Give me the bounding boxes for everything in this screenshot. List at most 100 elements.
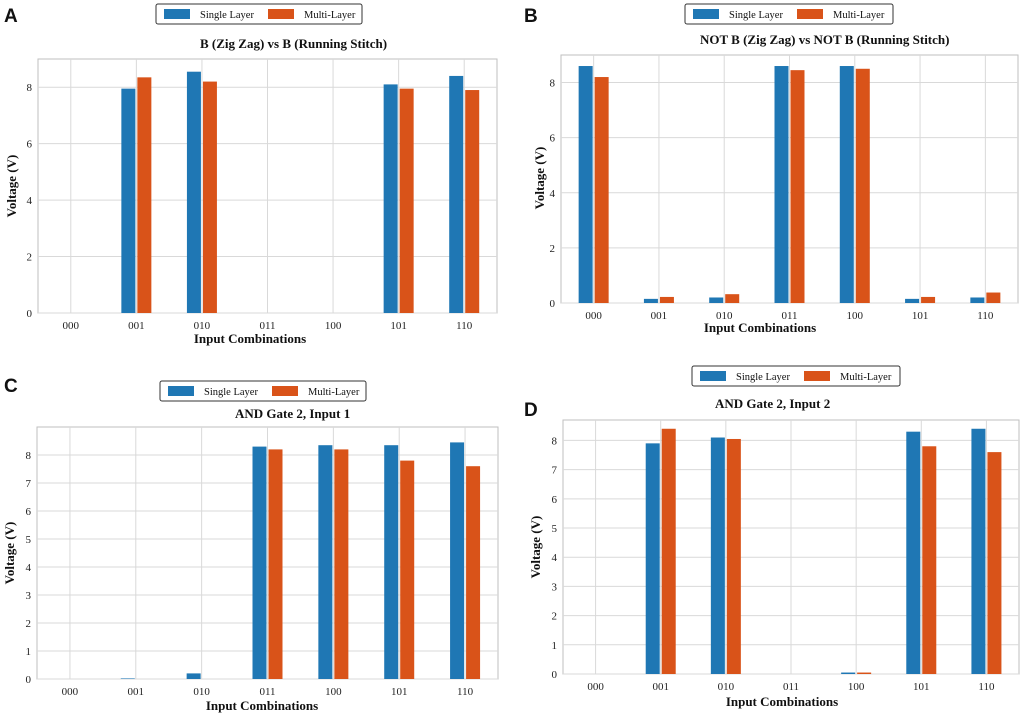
legend-box — [691, 365, 901, 387]
x-tick-label: 010 — [716, 310, 733, 322]
x-tick-label: 101 — [913, 681, 930, 693]
x-tick-label: 010 — [193, 686, 210, 698]
x-tick-label: 011 — [259, 320, 275, 332]
bar-single-layer-001 — [645, 443, 660, 674]
x-tick-label: 001 — [651, 310, 668, 322]
bar-multi-layer-110 — [986, 292, 1001, 303]
bar-multi-layer-101 — [399, 88, 414, 313]
legend-box — [684, 3, 894, 25]
bar-single-layer-110 — [450, 442, 465, 679]
x-axis-label: Input Combinations — [194, 331, 306, 346]
x-tick-label: 110 — [456, 320, 473, 332]
chart-panel-c: C Single Layer Multi-Layer AND Gate 2, Inpu… — [2, 376, 499, 713]
chart-title: AND Gate 2, Input 2 — [715, 396, 830, 411]
y-tick-label: 8 — [26, 450, 32, 462]
x-tick-label: 101 — [391, 686, 408, 698]
bar-multi-layer-101 — [921, 296, 936, 303]
bar-single-layer-011 — [774, 66, 789, 304]
panel-letter: C — [4, 376, 18, 397]
x-tick-label: 001 — [128, 686, 145, 698]
bar-single-layer-010 — [710, 437, 725, 674]
chart-title: AND Gate 2, Input 1 — [235, 406, 350, 421]
legend-swatch-multi-layer — [272, 386, 298, 396]
y-tick-label: 6 — [550, 133, 556, 145]
y-tick-label: 5 — [26, 534, 32, 546]
chart-panel-b: B Single Layer Multi-Layer NOT B (Zig Zag) … — [524, 3, 1019, 335]
legend-swatch-multi-layer — [797, 9, 823, 19]
y-tick-label: 1 — [552, 640, 558, 652]
y-tick-label: 2 — [550, 243, 556, 255]
y-axis-label: Voltage (V) — [528, 516, 543, 579]
y-tick-label: 5 — [552, 523, 558, 535]
y-tick-label: 8 — [550, 78, 556, 90]
x-tick-label: 100 — [325, 686, 342, 698]
chart-title: B (Zig Zag) vs B (Running Stitch) — [200, 36, 387, 51]
bar-multi-layer-101 — [400, 460, 415, 679]
x-tick-label: 101 — [912, 310, 929, 322]
legend-swatch-multi-layer — [804, 371, 830, 381]
x-tick-label: 101 — [390, 320, 407, 332]
bar-single-layer-000 — [578, 66, 593, 304]
x-tick-label: 110 — [977, 310, 994, 322]
bar-multi-layer-100 — [855, 68, 870, 304]
bar-single-layer-010 — [186, 673, 201, 679]
bar-multi-layer-101 — [922, 446, 937, 674]
y-tick-label: 7 — [552, 465, 558, 477]
bar-multi-layer-000 — [594, 77, 609, 304]
bar-multi-layer-110 — [466, 466, 481, 679]
x-tick-label: 100 — [848, 681, 865, 693]
bar-multi-layer-001 — [659, 296, 674, 303]
legend-swatch-single-layer — [168, 386, 194, 396]
bar-single-layer-100 — [839, 66, 854, 304]
x-tick-label: 011 — [783, 681, 799, 693]
bar-multi-layer-010 — [202, 81, 217, 313]
bar-multi-layer-011 — [790, 70, 805, 304]
chart-panel-d: D Single Layer Multi-Layer AND Gate 2, Inpu… — [524, 365, 1020, 709]
bar-multi-layer-010 — [726, 438, 741, 674]
y-tick-label: 6 — [552, 494, 558, 506]
x-tick-label: 100 — [847, 310, 864, 322]
x-tick-label: 110 — [978, 681, 995, 693]
bar-single-layer-110 — [971, 428, 986, 674]
legend-label: Single Layer — [729, 10, 783, 21]
panel-letter: B — [524, 6, 538, 27]
y-tick-label: 6 — [27, 139, 33, 151]
x-tick-label: 010 — [194, 320, 211, 332]
y-tick-label: 4 — [27, 195, 33, 207]
bar-single-layer-101 — [905, 298, 920, 303]
y-tick-label: 6 — [26, 506, 32, 518]
x-tick-label: 001 — [128, 320, 145, 332]
panel-letter: A — [4, 6, 18, 27]
bar-single-layer-101 — [384, 445, 399, 679]
bar-multi-layer-100 — [334, 449, 349, 679]
legend-swatch-single-layer — [693, 9, 719, 19]
x-tick-label: 000 — [63, 320, 80, 332]
y-tick-label: 0 — [550, 298, 556, 310]
y-axis-label: Voltage (V) — [2, 522, 17, 585]
bar-single-layer-010 — [186, 71, 201, 313]
y-tick-label: 3 — [552, 581, 558, 593]
chart-title: NOT B (Zig Zag) vs NOT B (Running Stitch… — [700, 32, 949, 47]
bar-multi-layer-110 — [987, 452, 1002, 674]
bar-multi-layer-100 — [857, 672, 872, 674]
bar-single-layer-100 — [318, 445, 333, 679]
y-tick-label: 0 — [552, 669, 558, 681]
bar-single-layer-100 — [841, 672, 856, 674]
y-tick-label: 7 — [26, 478, 32, 490]
legend-label: Multi-Layer — [833, 10, 885, 21]
x-tick-label: 001 — [652, 681, 669, 693]
panel-letter: D — [524, 400, 538, 421]
legend-swatch-multi-layer — [268, 9, 294, 19]
legend-swatch-single-layer — [164, 9, 190, 19]
x-tick-label: 010 — [718, 681, 735, 693]
bar-single-layer-010 — [709, 297, 724, 303]
bar-single-layer-001 — [120, 678, 135, 679]
y-tick-label: 0 — [27, 308, 33, 320]
bar-single-layer-110 — [970, 297, 985, 303]
bar-multi-layer-110 — [465, 90, 480, 314]
y-tick-label: 4 — [552, 552, 558, 564]
y-tick-label: 2 — [552, 611, 558, 623]
legend-label: Multi-Layer — [304, 10, 356, 21]
y-tick-label: 2 — [26, 618, 32, 630]
